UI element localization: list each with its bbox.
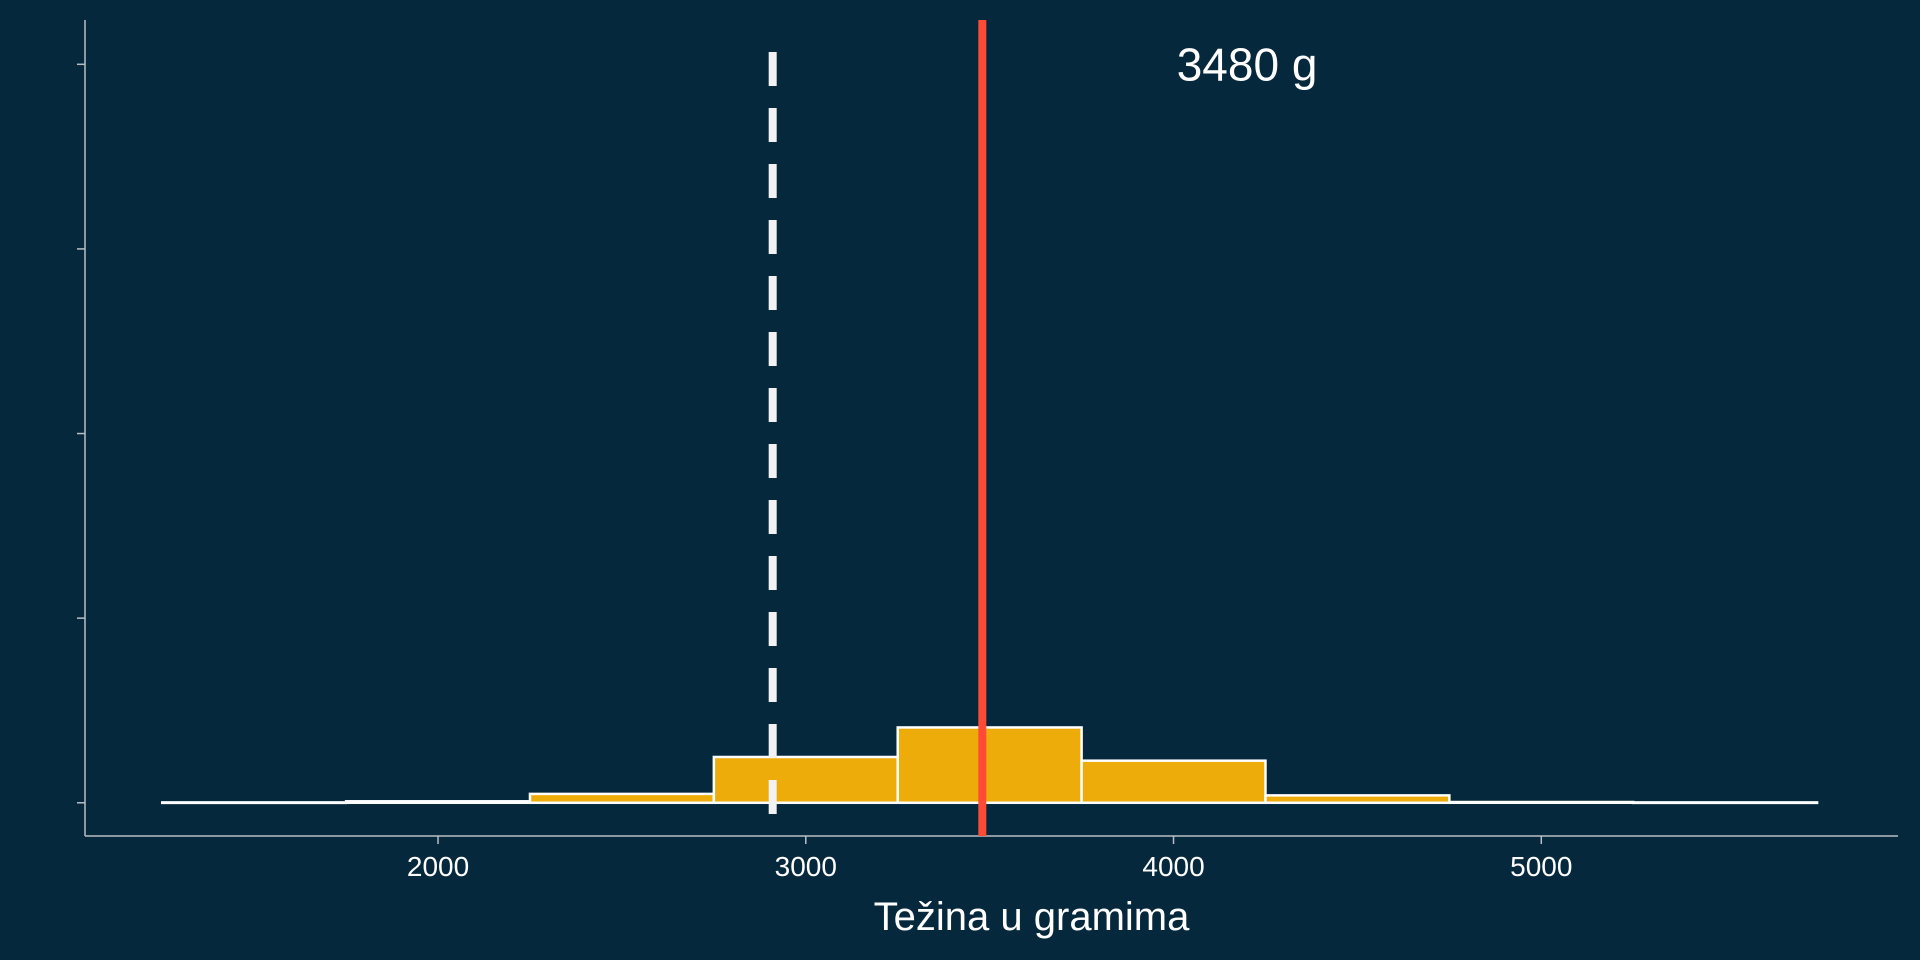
histogram-bar (896, 726, 1083, 805)
bars-layer (160, 726, 1819, 805)
mean-value-annotation: 3480 g (1177, 38, 1318, 90)
histogram-bar (712, 755, 899, 805)
labels-layer: 2000 3000 4000 5000 3480 g Težina u gramima (407, 38, 1573, 939)
reference-lines-layer (768, 20, 987, 836)
x-tick-label: 3000 (775, 851, 837, 882)
histogram-bar (1448, 800, 1635, 805)
histogram-bar (1631, 801, 1819, 805)
axes-layer (77, 20, 1898, 844)
x-axis-title: Težina u gramima (874, 895, 1190, 939)
histogram-bar (1264, 794, 1451, 805)
x-tick-label: 5000 (1510, 851, 1572, 882)
histogram-bar (160, 801, 348, 805)
x-tick-label: 2000 (407, 851, 469, 882)
x-tick-label: 4000 (1142, 851, 1204, 882)
histogram-bar (1080, 759, 1267, 805)
histogram-bar (528, 792, 716, 805)
histogram-bar (344, 800, 532, 805)
